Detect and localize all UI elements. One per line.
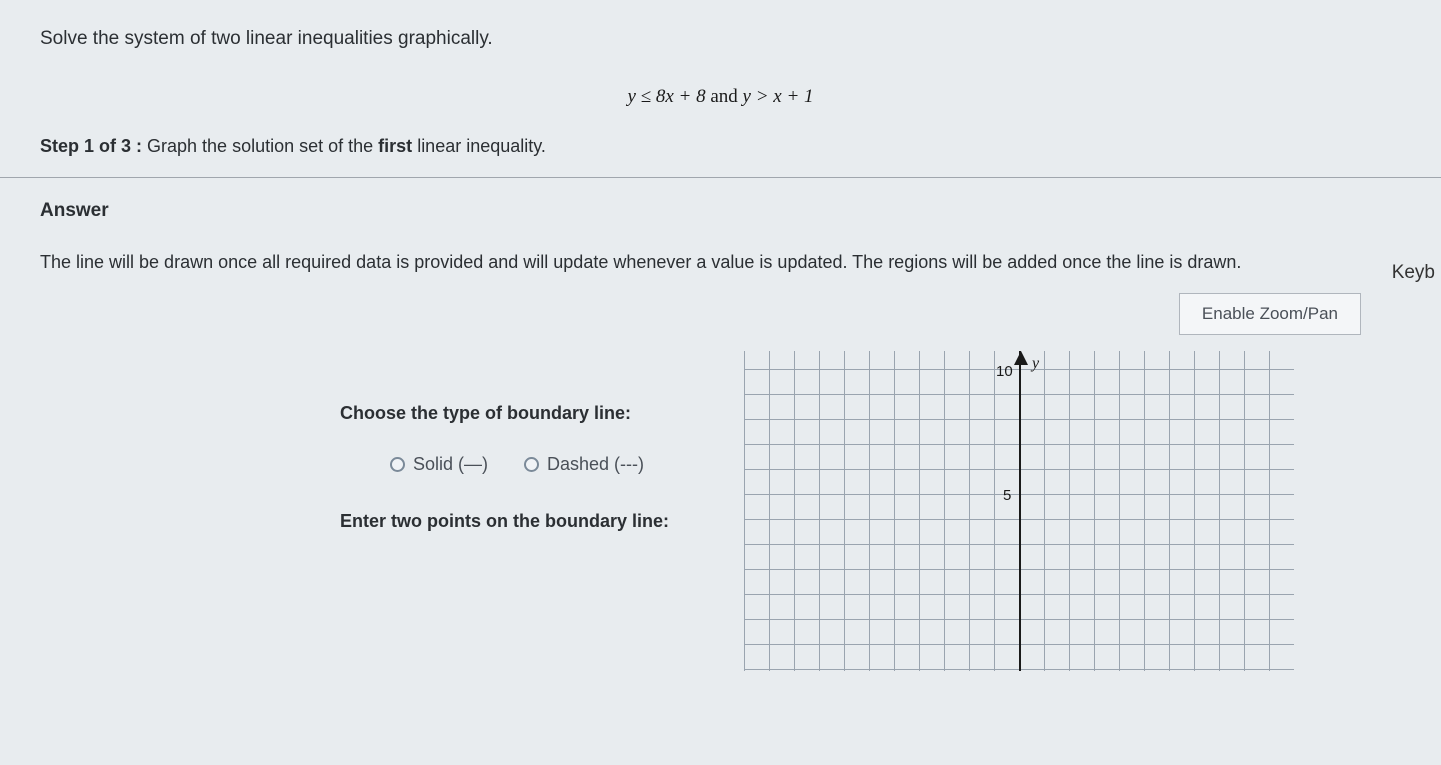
grid-line-vertical xyxy=(1044,351,1045,671)
step-suffix: linear inequality. xyxy=(412,136,546,156)
grid-line-vertical xyxy=(744,351,745,671)
radio-circle-icon xyxy=(524,457,539,472)
grid-line-vertical xyxy=(944,351,945,671)
work-area: Choose the type of boundary line: Solid … xyxy=(0,273,1441,532)
grid-line-vertical xyxy=(1144,351,1145,671)
grid-line-vertical xyxy=(1169,351,1170,671)
grid-line-vertical xyxy=(794,351,795,671)
tick-label-5: 5 xyxy=(1003,487,1011,504)
radio-solid[interactable]: Solid (—) xyxy=(390,454,488,475)
y-axis-arrow-icon xyxy=(1014,351,1028,365)
grid-line-vertical xyxy=(1094,351,1095,671)
answer-heading: Answer xyxy=(0,178,1441,232)
answer-instruction: The line will be drawn once all required… xyxy=(0,232,1441,273)
boundary-type-label: Choose the type of boundary line: xyxy=(340,403,680,424)
enable-zoom-pan-button[interactable]: Enable Zoom/Pan xyxy=(1179,293,1361,335)
keyboard-hint[interactable]: Keyb xyxy=(1392,262,1435,284)
grid-line-vertical xyxy=(1119,351,1120,671)
question-area: Solve the system of two linear inequalit… xyxy=(0,0,1441,178)
equation-right: y > x + 1 xyxy=(743,86,814,107)
tick-label-10: 10 xyxy=(996,363,1013,380)
grid-line-vertical xyxy=(819,351,820,671)
grid-line-vertical xyxy=(1269,351,1270,671)
radio-dashed-label: Dashed (---) xyxy=(547,454,644,475)
question-prompt: Solve the system of two linear inequalit… xyxy=(40,28,1401,50)
grid-line-vertical xyxy=(769,351,770,671)
equation-display: y ≤ 8x + 8 and y > x + 1 xyxy=(40,86,1401,108)
boundary-radio-group: Solid (—) Dashed (---) xyxy=(340,454,680,475)
points-label: Enter two points on the boundary line: xyxy=(340,511,680,532)
controls-panel: Choose the type of boundary line: Solid … xyxy=(40,273,680,532)
radio-dashed[interactable]: Dashed (---) xyxy=(524,454,644,475)
equation-left: y ≤ 8x + 8 xyxy=(627,86,705,107)
grid-line-vertical xyxy=(1244,351,1245,671)
grid-line-vertical xyxy=(994,351,995,671)
y-axis xyxy=(1019,351,1021,671)
grid-line-vertical xyxy=(869,351,870,671)
radio-solid-label: Solid (—) xyxy=(413,454,488,475)
grid-line-vertical xyxy=(844,351,845,671)
step-prefix: Step 1 of 3 : xyxy=(40,136,142,156)
step-bold-word: first xyxy=(378,136,412,156)
grid-line-vertical xyxy=(919,351,920,671)
grid-line-vertical xyxy=(969,351,970,671)
step-text: Graph the solution set of the xyxy=(142,136,378,156)
step-line: Step 1 of 3 : Graph the solution set of … xyxy=(40,136,1401,157)
y-axis-label: y xyxy=(1032,355,1039,373)
grid-line-vertical xyxy=(1069,351,1070,671)
radio-circle-icon xyxy=(390,457,405,472)
grid-line-vertical xyxy=(1219,351,1220,671)
grid-line-vertical xyxy=(1194,351,1195,671)
grid-line-vertical xyxy=(894,351,895,671)
coordinate-graph[interactable]: y 10 5 xyxy=(744,351,1294,671)
equation-join: and xyxy=(706,86,743,107)
